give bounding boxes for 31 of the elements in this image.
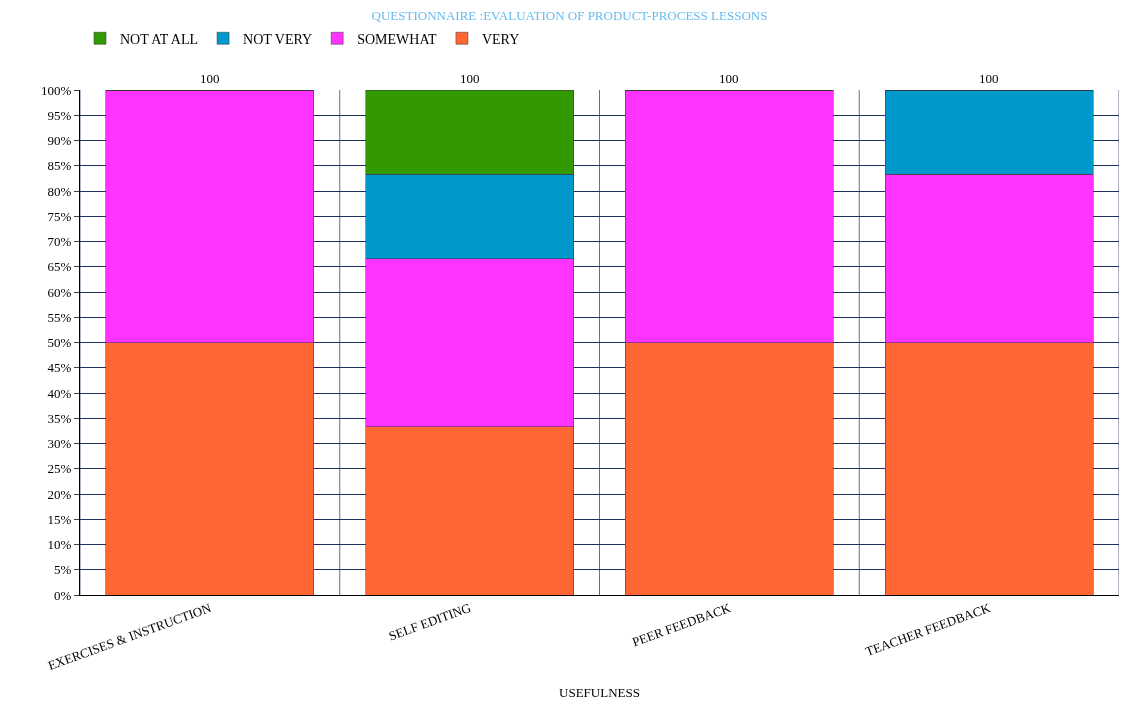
y-tick-label: 80% bbox=[47, 183, 72, 199]
y-tick-label: 65% bbox=[47, 259, 72, 275]
y-tick-label: 50% bbox=[47, 335, 72, 351]
x-axis-title: USEFULNESS bbox=[559, 684, 640, 700]
y-tick-label: 20% bbox=[47, 486, 72, 502]
total-label: 100 bbox=[460, 71, 480, 86]
y-tick-label: 100% bbox=[41, 82, 72, 98]
total-label: 100 bbox=[200, 71, 220, 86]
total-label: 100 bbox=[719, 71, 739, 86]
y-tick-label: 90% bbox=[47, 133, 72, 149]
y-tick-label: 60% bbox=[47, 284, 72, 300]
y-tick-label: 40% bbox=[47, 385, 72, 401]
y-tick-label: 95% bbox=[47, 107, 72, 123]
y-tick-label: 30% bbox=[47, 436, 72, 452]
y-tick-label: 0% bbox=[54, 587, 72, 603]
chart-title: QUESTIONNAIRE :EVALUATION OF PRODUCT-PROCESS LESSONS bbox=[371, 7, 768, 23]
y-tick-label: 75% bbox=[47, 208, 72, 224]
y-tick-label: 45% bbox=[47, 360, 72, 376]
legend-label: NOT AT ALL bbox=[120, 31, 199, 47]
y-tick-label: 25% bbox=[47, 461, 72, 477]
y-tick-label: 10% bbox=[47, 537, 72, 553]
y-tick-label: 55% bbox=[47, 309, 72, 325]
total-label: 100 bbox=[979, 71, 999, 86]
legend-label: VERY bbox=[481, 31, 520, 47]
y-tick-label: 70% bbox=[47, 234, 72, 250]
y-tick-label: 35% bbox=[47, 410, 72, 426]
y-tick-label: 85% bbox=[47, 158, 72, 174]
y-tick-label: 15% bbox=[47, 511, 72, 527]
legend-label: SOMEWHAT bbox=[357, 31, 437, 47]
legend-label: NOT VERY bbox=[243, 31, 313, 47]
y-tick-label: 5% bbox=[54, 562, 72, 578]
